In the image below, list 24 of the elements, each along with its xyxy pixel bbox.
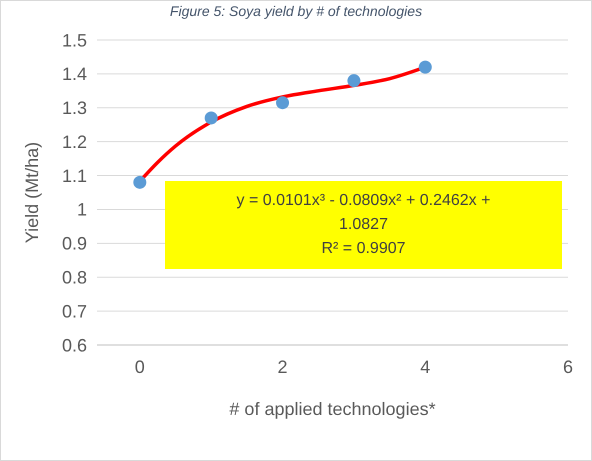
y-tick-label: 1.1: [62, 166, 87, 186]
y-tick-label: 0.7: [62, 301, 87, 322]
y-tick-label: 0.8: [62, 268, 87, 288]
point: [418, 60, 432, 74]
y-tick-label: 0.9: [62, 234, 87, 254]
x-axis-title: # of applied technologies*: [229, 399, 436, 419]
x-tick-label: 6: [562, 357, 574, 377]
annotation: y = 0.0101x³ - 0.0809x² + 0.2462x + 1.0827: [236, 192, 490, 233]
annotation: R² = 0.9907: [321, 240, 406, 257]
x-tick-label: 0: [134, 357, 145, 377]
x-tick-label: 4: [420, 357, 430, 377]
y-tick-label: 1.4: [62, 64, 87, 84]
point: [347, 74, 360, 88]
y-tick-label: 0.6: [62, 335, 87, 356]
y-tick-label: 1.5: [62, 30, 87, 50]
y-axis-title: Yield (Mt/ha): [22, 142, 42, 244]
point: [276, 96, 290, 110]
y-tick-label: 1: [76, 200, 87, 220]
chart-title: Figure 5: Soya yield by # of technologies: [170, 3, 422, 19]
point: [133, 176, 146, 189]
y-tick-label: 1.2: [62, 132, 87, 152]
x-tick-label: 2: [278, 357, 288, 377]
point: [204, 111, 218, 124]
y-tick-label: 1.3: [62, 98, 87, 118]
